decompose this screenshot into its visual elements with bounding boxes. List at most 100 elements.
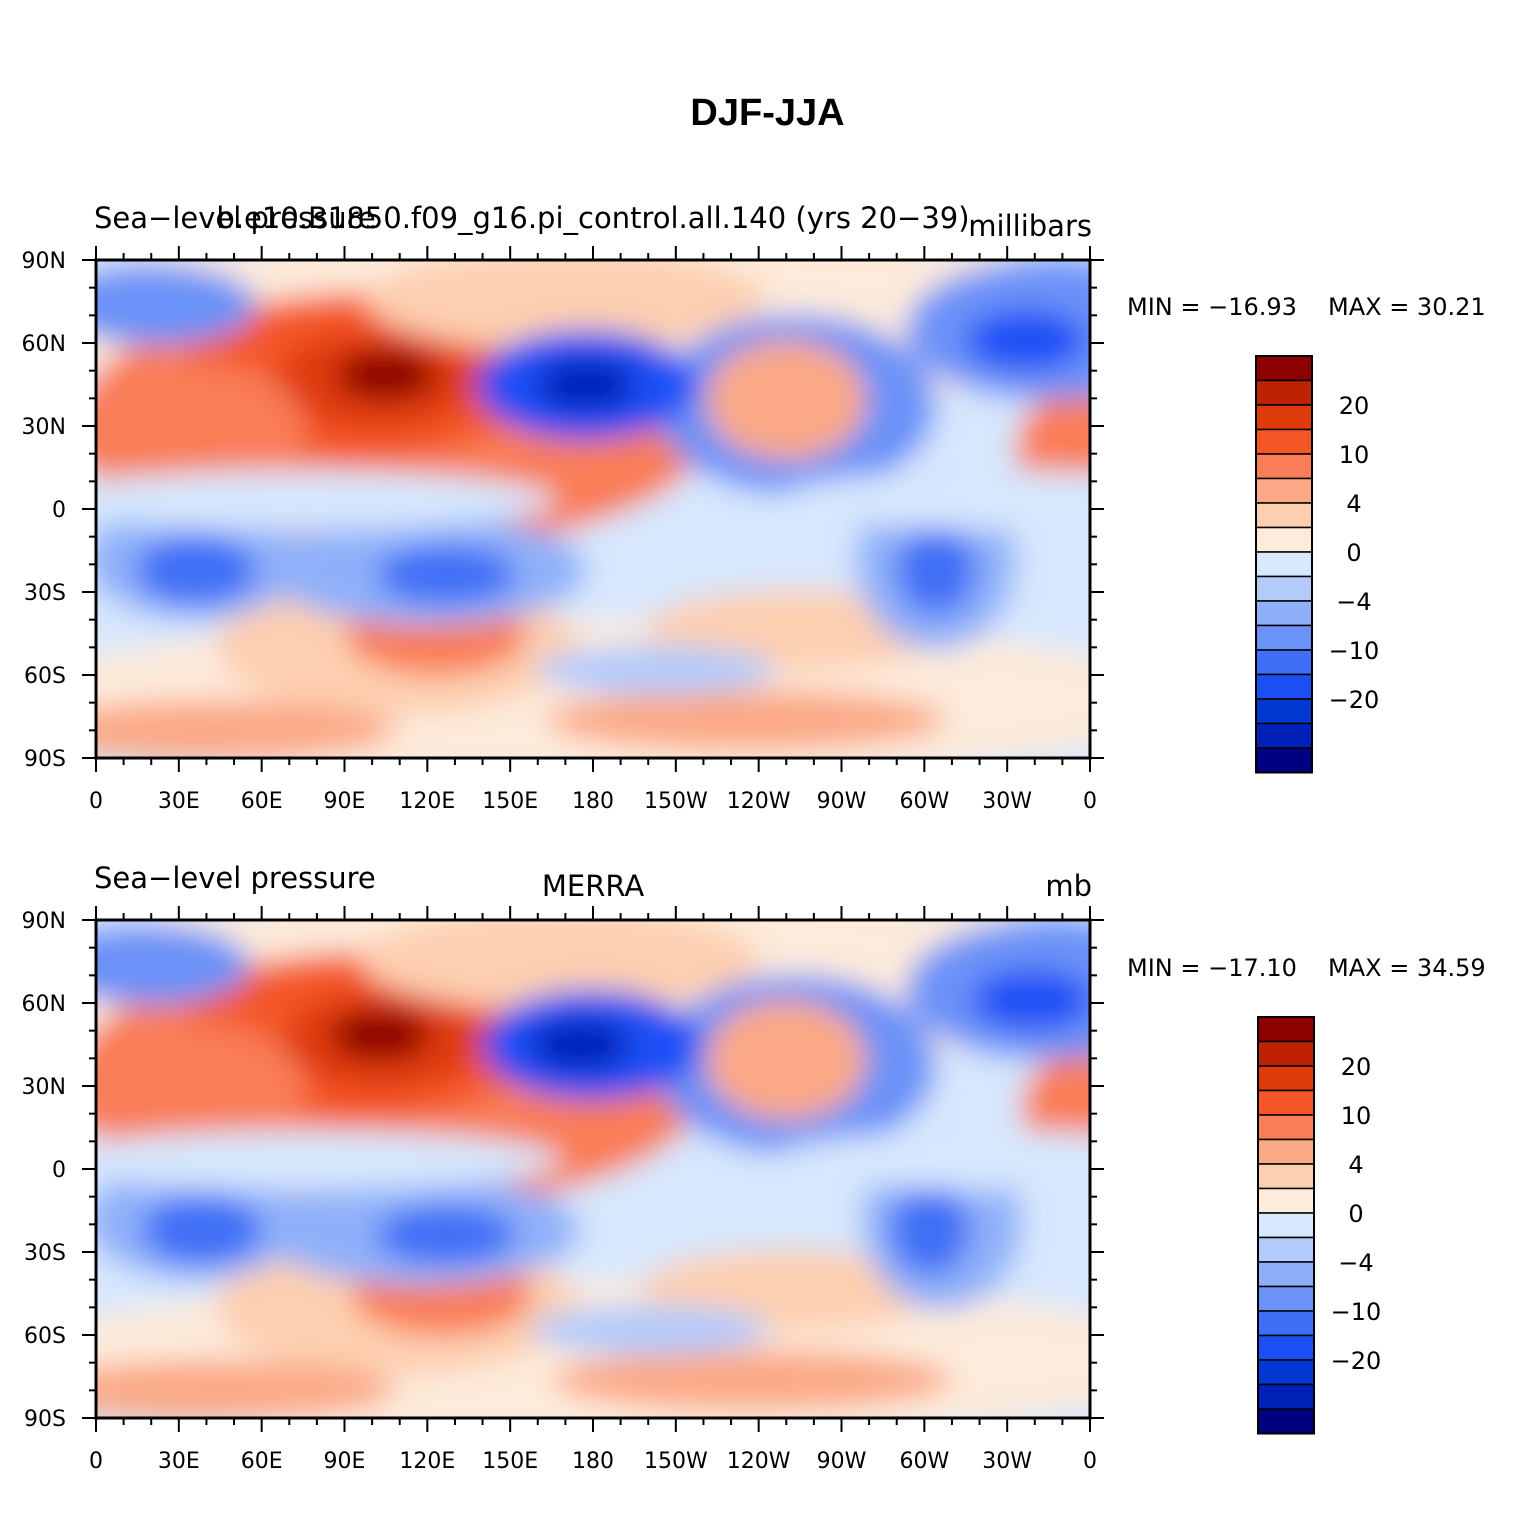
panel-1-x-tick-label: 0 (1083, 789, 1097, 814)
panel-2-y-tick-label: 60N (22, 992, 66, 1017)
panel-1-x-tick-label: 150E (482, 789, 538, 814)
colorbar-tick-label: −10 (1331, 1298, 1382, 1326)
colorbar-swatch (1257, 1310, 1315, 1337)
colorbar-swatch (1257, 1065, 1315, 1092)
colorbar-swatch (1255, 551, 1313, 578)
colorbar-tick-label: −20 (1331, 1347, 1382, 1375)
colorbar-tick-label: −20 (1329, 686, 1380, 714)
colorbar-swatch (1257, 1359, 1315, 1386)
page-title: DJF-JJA (690, 92, 845, 134)
colorbar-swatch (1255, 404, 1313, 431)
panel-1-x-tick-label: 90E (324, 789, 366, 814)
panel-2-x-tick-label: 60W (899, 1449, 949, 1474)
colorbar-swatch (1255, 649, 1313, 676)
panel-1: Sea−level pressure b.e10.B1850.f09_g16.p… (22, 201, 1486, 814)
panel-2-title-center: MERRA (542, 869, 644, 903)
colorbar-swatch (1255, 453, 1313, 480)
colorbar-swatch (1255, 502, 1313, 529)
colorbar-swatch (1257, 1138, 1315, 1165)
colorbar-swatch (1257, 1212, 1315, 1239)
panel-1-x-tick-label: 150W (644, 789, 708, 814)
colorbar-swatch (1255, 624, 1313, 651)
panel-1-title-center: b.e10.B1850.f09_g16.pi_control.all.140 (… (216, 201, 969, 235)
colorbar-tick-label: 0 (1348, 1200, 1363, 1228)
colorbar-tick-label: 4 (1346, 490, 1361, 518)
panel-1-y-tick-label: 30N (22, 415, 66, 440)
panel-2-field-map (96, 920, 1090, 1418)
panel-2-units: mb (1045, 869, 1092, 903)
panel-1-x-tick-label: 30E (158, 789, 200, 814)
colorbar-swatch (1257, 1285, 1315, 1312)
colorbar-tick-label: 4 (1348, 1151, 1363, 1179)
panel-2-x-tick-label: 60E (241, 1449, 283, 1474)
panel-1-y-tick-label: 0 (52, 498, 66, 523)
panel-2-y-tick-label: 90N (22, 909, 66, 934)
colorbar-swatch (1255, 477, 1313, 504)
colorbar-swatch (1255, 747, 1313, 774)
colorbar-swatch (1257, 1236, 1315, 1263)
colorbar-tick-label: 20 (1341, 1053, 1372, 1081)
colorbar-swatch (1257, 1334, 1315, 1361)
panel-2-x-tick-label: 30E (158, 1449, 200, 1474)
panel-1-y-tick-label: 60S (24, 664, 66, 689)
panel-2-x-tick-label: 90E (324, 1449, 366, 1474)
panel-2-y-tick-label: 30S (24, 1241, 66, 1266)
panel-2-x-tick-label: 90W (817, 1449, 867, 1474)
colorbar-tick-label: −4 (1336, 588, 1371, 616)
panel-1-max-label: MAX = 30.21 (1328, 293, 1486, 321)
panel-2-x-tick-label: 0 (1083, 1449, 1097, 1474)
panel-2-min-label: MIN = −17.10 (1127, 954, 1297, 982)
colorbar-tick-label: −4 (1338, 1249, 1373, 1277)
panel-2-title-left: Sea−level pressure (94, 861, 376, 895)
panel-2-axis-ticks: 0 30E 60E 90E 120E 150E 180 150W 120W 90W 60W 30W 09… (22, 906, 1104, 1474)
panel-1-x-tick-label: 30W (982, 789, 1032, 814)
panel-1-axis-ticks: 0 30E 60E 90E 120E 150E 180 150W 120W 90W 60W 30W 09… (22, 246, 1104, 814)
panel-2-y-tick-label: 60S (24, 1324, 66, 1349)
colorbar-swatch (1257, 1408, 1315, 1435)
colorbar-swatch (1255, 355, 1313, 382)
panel-2-x-tick-label: 30W (982, 1449, 1032, 1474)
panel-2-x-tick-label: 150W (644, 1449, 708, 1474)
colorbar-swatch (1255, 428, 1313, 455)
colorbar-swatch (1255, 698, 1313, 725)
colorbar-swatch (1255, 673, 1313, 700)
colorbar-tick-label: 20 (1339, 392, 1370, 420)
panel-1-x-tick-label: 120W (727, 789, 791, 814)
panel-1-min-label: MIN = −16.93 (1127, 293, 1297, 321)
panel-2-y-tick-label: 30N (22, 1075, 66, 1100)
panel-1-y-tick-label: 90N (22, 249, 66, 274)
colorbar-swatch (1257, 1016, 1315, 1043)
colorbar-swatch (1257, 1089, 1315, 1116)
panel-1-y-tick-label: 90S (24, 747, 66, 772)
panel-1-x-tick-label: 180 (572, 789, 614, 814)
panel-2-y-tick-label: 0 (52, 1158, 66, 1183)
colorbar-tick-label: 10 (1339, 441, 1370, 469)
panel-2-x-tick-label: 120W (727, 1449, 791, 1474)
panel-1-field-map (96, 260, 1090, 758)
panel-1-title-left: Sea−level pressure (94, 201, 376, 235)
colorbar-swatch (1257, 1383, 1315, 1410)
colorbar-tick-label: 0 (1346, 539, 1361, 567)
colorbar-swatch (1257, 1163, 1315, 1190)
colorbar-swatch (1257, 1114, 1315, 1141)
panel-2-y-tick-label: 90S (24, 1407, 66, 1432)
colorbar-swatch (1257, 1040, 1315, 1067)
panel-1-x-tick-label: 60W (899, 789, 949, 814)
panel-1-x-tick-label: 90W (817, 789, 867, 814)
panel-2-max-label: MAX = 34.59 (1328, 954, 1486, 982)
panel-1-y-tick-label: 60N (22, 332, 66, 357)
panel-1-x-tick-label: 60E (241, 789, 283, 814)
colorbar-swatch (1257, 1187, 1315, 1214)
colorbar-swatch (1257, 1261, 1315, 1288)
colorbar-swatch (1255, 575, 1313, 602)
colorbar-swatch (1255, 722, 1313, 749)
colorbar-swatch (1255, 600, 1313, 627)
panel-1-y-tick-label: 30S (24, 581, 66, 606)
colorbar-tick-label: −10 (1329, 637, 1380, 665)
panel-1-colorbar: 20 10 4 0 −4 −10 −20 (1255, 355, 1380, 774)
panel-2: Sea−level pressure MERRA mb 0 30E 60E 90E 12… (22, 861, 1486, 1474)
panel-1-units: millibars (968, 209, 1092, 243)
colorbar-swatch (1255, 526, 1313, 553)
panel-2-colorbar: 20 10 4 0 −4 −10 −20 (1257, 1016, 1382, 1435)
